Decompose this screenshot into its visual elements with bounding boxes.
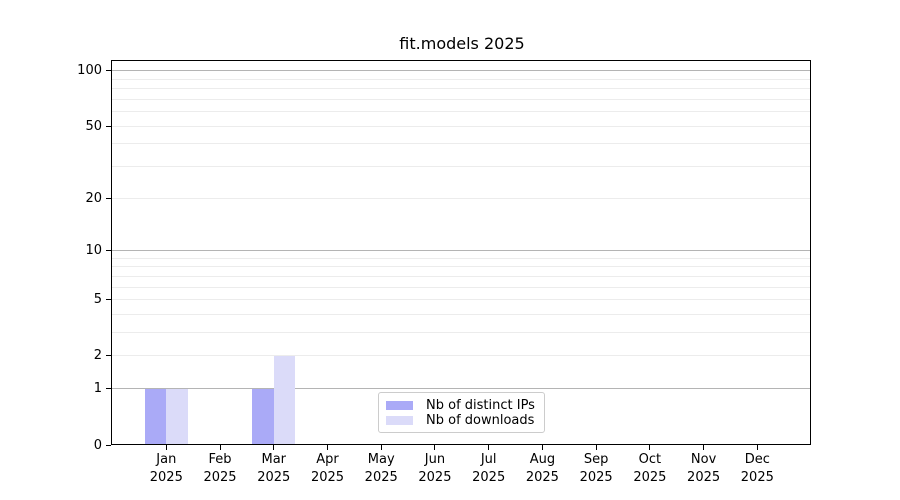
- x-tick-month: Mar: [261, 452, 287, 467]
- x-tick-year: 2025: [525, 469, 559, 485]
- x-tick-mark: [488, 445, 490, 450]
- x-tick-month: Aug: [529, 452, 556, 467]
- y-tick-mark: [106, 197, 111, 199]
- x-tick-label: Sep 2025: [568, 451, 624, 486]
- x-tick-label: May 2025: [353, 451, 409, 486]
- x-tick-mark: [273, 445, 275, 450]
- x-tick-mark: [380, 445, 382, 450]
- x-tick-month: Dec: [744, 452, 770, 467]
- legend: Nb of distinct IPs Nb of downloads: [378, 392, 545, 433]
- gridline-minor: [112, 275, 810, 277]
- gridline-minor: [112, 299, 810, 301]
- x-tick-mark: [756, 445, 758, 450]
- y-tick-mark: [106, 355, 111, 357]
- gridline-minor: [112, 78, 810, 80]
- y-tick-mark: [106, 444, 111, 446]
- gridline-minor: [112, 125, 810, 127]
- x-tick-month: Jun: [424, 452, 446, 467]
- x-tick-mark: [165, 445, 167, 450]
- legend-label-distinct-ips: Nb of distinct IPs: [426, 398, 535, 413]
- x-tick-year: 2025: [364, 469, 398, 485]
- x-tick-label: Mar 2025: [246, 451, 302, 486]
- y-tick-mark: [106, 299, 111, 301]
- gridline-minor: [112, 143, 810, 145]
- x-tick-label: Feb 2025: [192, 451, 248, 486]
- x-tick-year: 2025: [257, 469, 291, 485]
- gridline-major: [112, 250, 810, 252]
- x-tick-label: Oct 2025: [622, 451, 678, 486]
- x-tick-mark: [595, 445, 597, 450]
- x-tick-month: May: [367, 452, 395, 467]
- y-tick-mark: [106, 250, 111, 252]
- plot-area: [111, 60, 811, 445]
- x-tick-month: Jul: [480, 452, 497, 467]
- y-tick-mark: [106, 70, 111, 72]
- x-tick-year: 2025: [740, 469, 774, 485]
- gridline-minor: [112, 98, 810, 100]
- x-tick-label: Nov 2025: [676, 451, 732, 486]
- x-tick-month: Sep: [583, 452, 609, 467]
- y-tick-label: 20: [85, 190, 102, 206]
- x-tick-month: Oct: [638, 452, 662, 467]
- gridline-minor: [112, 197, 810, 199]
- x-tick-month: Feb: [208, 452, 232, 467]
- legend-color-swatch-distinct-ips: [386, 401, 413, 410]
- x-tick-year: 2025: [633, 469, 667, 485]
- x-tick-year: 2025: [472, 469, 506, 485]
- y-tick-label: 5: [93, 292, 102, 308]
- gridline-minor: [112, 88, 810, 90]
- bar-downloads: [273, 355, 296, 444]
- gridline-minor: [112, 166, 810, 168]
- x-tick-mark: [219, 445, 221, 450]
- x-tick-mark: [649, 445, 651, 450]
- x-tick-month: Apr: [316, 452, 339, 467]
- bar-downloads: [166, 388, 188, 444]
- x-tick-year: 2025: [579, 469, 613, 485]
- y-tick-label: 50: [85, 118, 102, 134]
- y-tick-label: 1: [93, 381, 102, 397]
- x-tick-mark: [326, 445, 328, 450]
- gridline-major: [112, 70, 810, 72]
- gridline-minor: [112, 355, 810, 357]
- x-tick-year: 2025: [687, 469, 721, 485]
- x-tick-year: 2025: [310, 469, 345, 485]
- y-tick-label: 100: [77, 63, 102, 79]
- bar-distinct-ips: [252, 388, 274, 444]
- x-tick-mark: [434, 445, 436, 450]
- x-tick-label: Apr 2025: [299, 451, 355, 486]
- legend-color-swatch-downloads: [386, 416, 413, 425]
- y-tick-mark: [106, 388, 111, 390]
- legend-label-downloads: Nb of downloads: [426, 413, 535, 428]
- legend-row: Nb of downloads: [386, 413, 537, 428]
- x-tick-label: Jul 2025: [461, 451, 517, 486]
- x-tick-label: Dec 2025: [729, 451, 785, 486]
- y-tick-label: 10: [85, 243, 102, 259]
- x-tick-mark: [703, 445, 705, 450]
- y-tick-mark: [106, 125, 111, 127]
- y-tick-label: 2: [93, 348, 102, 364]
- y-tick-label: 0: [93, 437, 102, 453]
- x-tick-year: 2025: [203, 469, 237, 485]
- gridline-minor: [112, 332, 810, 334]
- legend-row: Nb of distinct IPs: [386, 398, 537, 413]
- x-tick-year: 2025: [418, 469, 452, 485]
- x-tick-month: Jan: [156, 452, 177, 467]
- gridline-minor: [112, 314, 810, 315]
- gridline-minor: [112, 111, 810, 113]
- gridline-minor: [112, 257, 810, 259]
- bar-distinct-ips: [144, 388, 167, 444]
- x-tick-month: Nov: [690, 452, 717, 467]
- x-tick-mark: [541, 445, 543, 450]
- x-tick-label: Jan 2025: [138, 451, 194, 486]
- chart-title: fit.models 2025: [399, 34, 525, 53]
- x-tick-label: Aug 2025: [514, 451, 570, 486]
- gridline-minor: [112, 286, 810, 288]
- gridline-minor: [112, 266, 810, 268]
- x-tick-year: 2025: [149, 469, 183, 485]
- gridline-major: [112, 388, 810, 390]
- x-tick-label: Jun 2025: [407, 451, 463, 486]
